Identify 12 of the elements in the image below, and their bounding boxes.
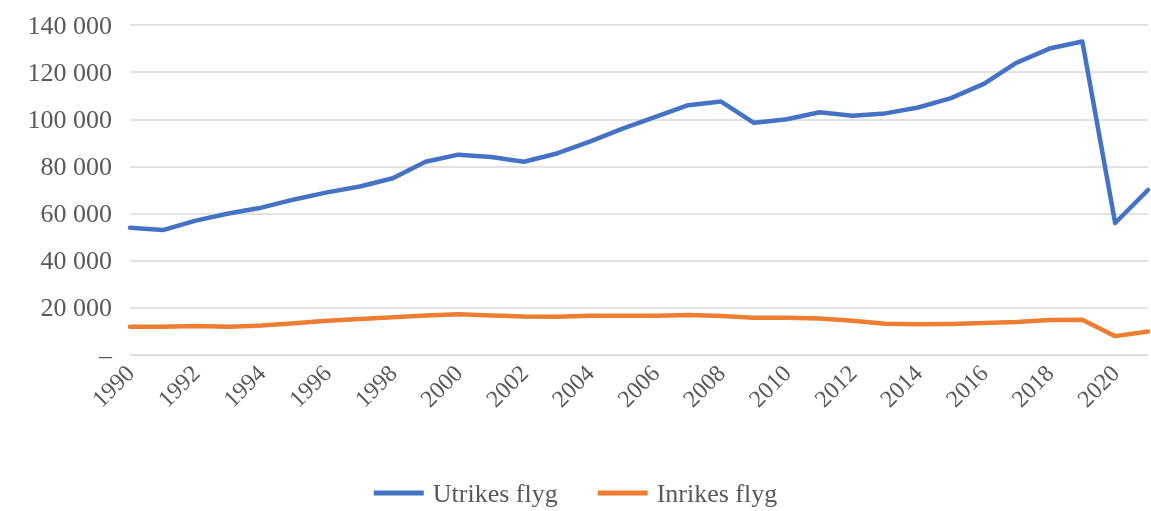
- line-series: [127, 311, 1151, 339]
- legend-label: Utrikes flyg: [432, 478, 558, 508]
- y-tick-label: 60 000: [40, 199, 112, 229]
- y-tick-label: 100 000: [27, 104, 112, 134]
- y-tick-label: 80 000: [40, 151, 112, 181]
- y-tick-label: 20 000: [40, 293, 112, 323]
- legend-label: Inrikes flyg: [656, 478, 778, 508]
- y-tick-label: –: [98, 340, 113, 370]
- y-tick-label: 140 000: [27, 10, 112, 40]
- y-tick-label: 120 000: [27, 57, 112, 87]
- y-tick-label: 40 000: [40, 246, 112, 276]
- line-series: [127, 39, 1151, 233]
